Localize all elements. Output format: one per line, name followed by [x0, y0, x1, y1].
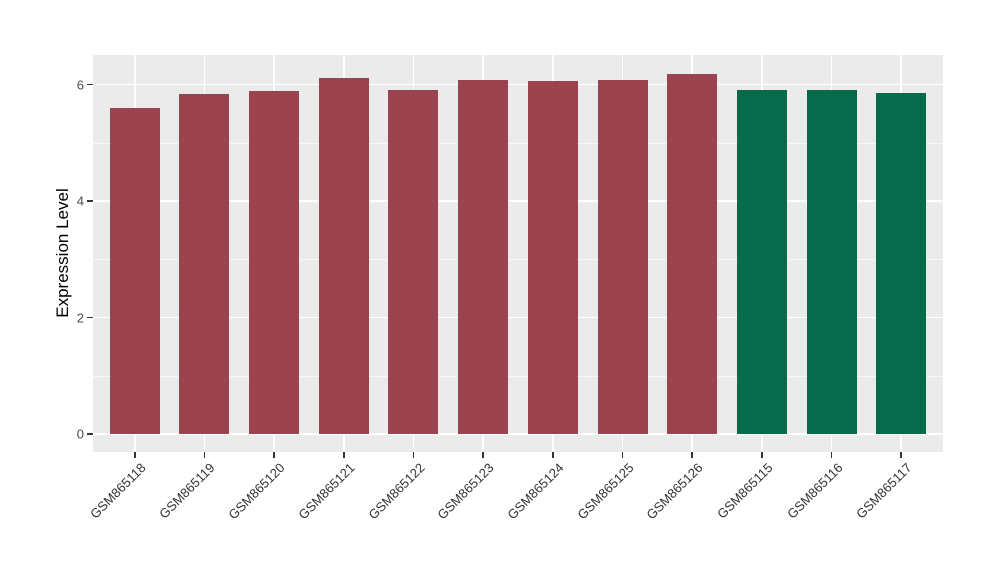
x-tick-label: GSM865120 — [225, 460, 288, 523]
bar-GSM865116 — [806, 89, 857, 434]
bar-GSM865121 — [318, 77, 369, 434]
x-tick-mark — [134, 452, 136, 458]
y-tick-label: 6 — [76, 77, 84, 92]
x-tick-mark — [761, 452, 763, 458]
plot-panel — [93, 55, 943, 452]
y-tick-label: 2 — [76, 310, 84, 325]
bar-GSM865115 — [736, 89, 787, 434]
bar-GSM865119 — [179, 94, 230, 434]
x-tick-mark — [552, 452, 554, 458]
x-tick-mark — [482, 452, 484, 458]
x-tick-label: GSM865117 — [853, 460, 915, 522]
x-tick-label: GSM865115 — [713, 460, 776, 522]
x-tick-mark — [343, 452, 345, 458]
bar-GSM865124 — [527, 81, 578, 434]
major-gridline-y4 — [93, 200, 943, 202]
x-tick-mark — [621, 452, 624, 458]
x-tick-label: GSM865118 — [86, 460, 149, 522]
minor-gridline-y5 — [93, 142, 943, 144]
x-tick-mark — [900, 452, 902, 458]
bar-GSM865118 — [109, 107, 160, 434]
major-gridline-y2 — [93, 316, 943, 319]
bar-GSM865120 — [249, 91, 300, 434]
x-tick-mark — [830, 452, 833, 458]
bar-GSM865117 — [876, 93, 927, 434]
x-tick-label: GSM865121 — [295, 460, 358, 523]
bar-GSM865126 — [667, 74, 718, 434]
y-tick-label: 4 — [76, 193, 84, 209]
x-tick-mark — [691, 452, 693, 458]
x-tick-mark — [412, 452, 415, 458]
x-tick-mark — [203, 452, 206, 458]
minor-gridline-y1 — [93, 375, 943, 377]
y-tick-mark — [87, 83, 93, 86]
y-tick-mark — [87, 200, 93, 202]
x-tick-label: GSM865125 — [573, 460, 637, 523]
x-tick-mark — [273, 452, 275, 458]
y-tick-mark — [87, 316, 93, 319]
y-tick-label: 0 — [76, 426, 84, 442]
x-tick-label: GSM865123 — [434, 460, 497, 523]
major-gridline-y6 — [93, 83, 943, 86]
minor-gridline-y3 — [93, 259, 943, 261]
x-tick-label: GSM865124 — [504, 460, 567, 523]
bar-GSM865125 — [597, 80, 648, 434]
x-tick-label: GSM865126 — [643, 460, 706, 523]
y-tick-mark — [87, 433, 93, 435]
x-tick-label: GSM865119 — [156, 460, 219, 522]
bar-GSM865122 — [388, 89, 439, 434]
major-gridline-y0 — [93, 433, 943, 435]
x-tick-label: GSM865122 — [364, 460, 428, 523]
y-axis-title: Expression Level — [53, 188, 72, 318]
x-tick-label: GSM865116 — [783, 460, 846, 522]
bar-GSM865123 — [458, 80, 509, 434]
